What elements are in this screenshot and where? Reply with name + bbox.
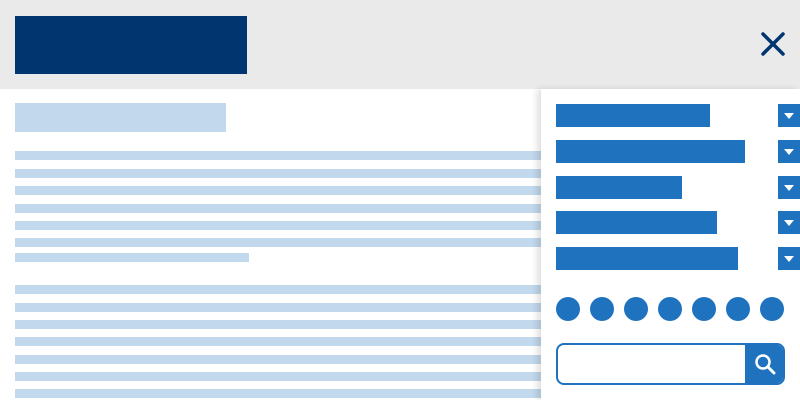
text-line-placeholder	[15, 320, 541, 329]
text-line-placeholder	[15, 253, 249, 262]
dropdown-label	[556, 176, 682, 199]
filter-dot-2[interactable]	[590, 297, 614, 321]
dropdown-label	[556, 211, 717, 234]
filter-sidebar	[541, 89, 800, 400]
chevron-down-icon	[784, 184, 794, 191]
filter-dot-7[interactable]	[760, 297, 784, 321]
text-line-placeholder	[15, 372, 541, 381]
text-line-placeholder	[15, 169, 541, 178]
dropdown-toggle[interactable]	[778, 247, 800, 270]
chevron-down-icon	[784, 219, 794, 226]
search-button[interactable]	[745, 345, 783, 383]
filter-dot-6[interactable]	[726, 297, 750, 321]
dropdown-label	[556, 140, 745, 163]
heading-placeholder	[15, 103, 226, 132]
text-line-placeholder	[15, 221, 541, 230]
search-icon	[755, 354, 776, 375]
chevron-down-icon	[784, 255, 794, 262]
filter-dot-1[interactable]	[556, 297, 580, 321]
brand-logo[interactable]	[15, 16, 247, 74]
dropdown-toggle[interactable]	[778, 140, 800, 163]
dropdown-toggle[interactable]	[778, 211, 800, 234]
text-line-placeholder	[15, 204, 541, 213]
text-line-placeholder	[15, 151, 541, 160]
text-line-placeholder	[15, 337, 541, 346]
search-box	[556, 343, 785, 385]
filter-dot-4[interactable]	[658, 297, 682, 321]
dropdown-label	[556, 247, 738, 270]
filter-dot-5[interactable]	[692, 297, 716, 321]
filter-dot-3[interactable]	[624, 297, 648, 321]
text-line-placeholder	[15, 238, 541, 247]
chevron-down-icon	[784, 148, 794, 155]
dropdown-toggle[interactable]	[778, 104, 800, 127]
chevron-down-icon	[784, 112, 794, 119]
text-line-placeholder	[15, 186, 541, 195]
close-icon	[761, 32, 785, 56]
dropdown-toggle[interactable]	[778, 176, 800, 199]
text-line-placeholder	[15, 285, 541, 294]
text-line-placeholder	[15, 355, 541, 364]
close-button[interactable]	[755, 26, 791, 62]
main-content	[0, 89, 541, 400]
text-line-placeholder	[15, 389, 541, 398]
search-input[interactable]	[558, 345, 744, 383]
dropdown-label	[556, 104, 710, 127]
text-line-placeholder	[15, 303, 541, 312]
header-bar	[0, 0, 800, 89]
